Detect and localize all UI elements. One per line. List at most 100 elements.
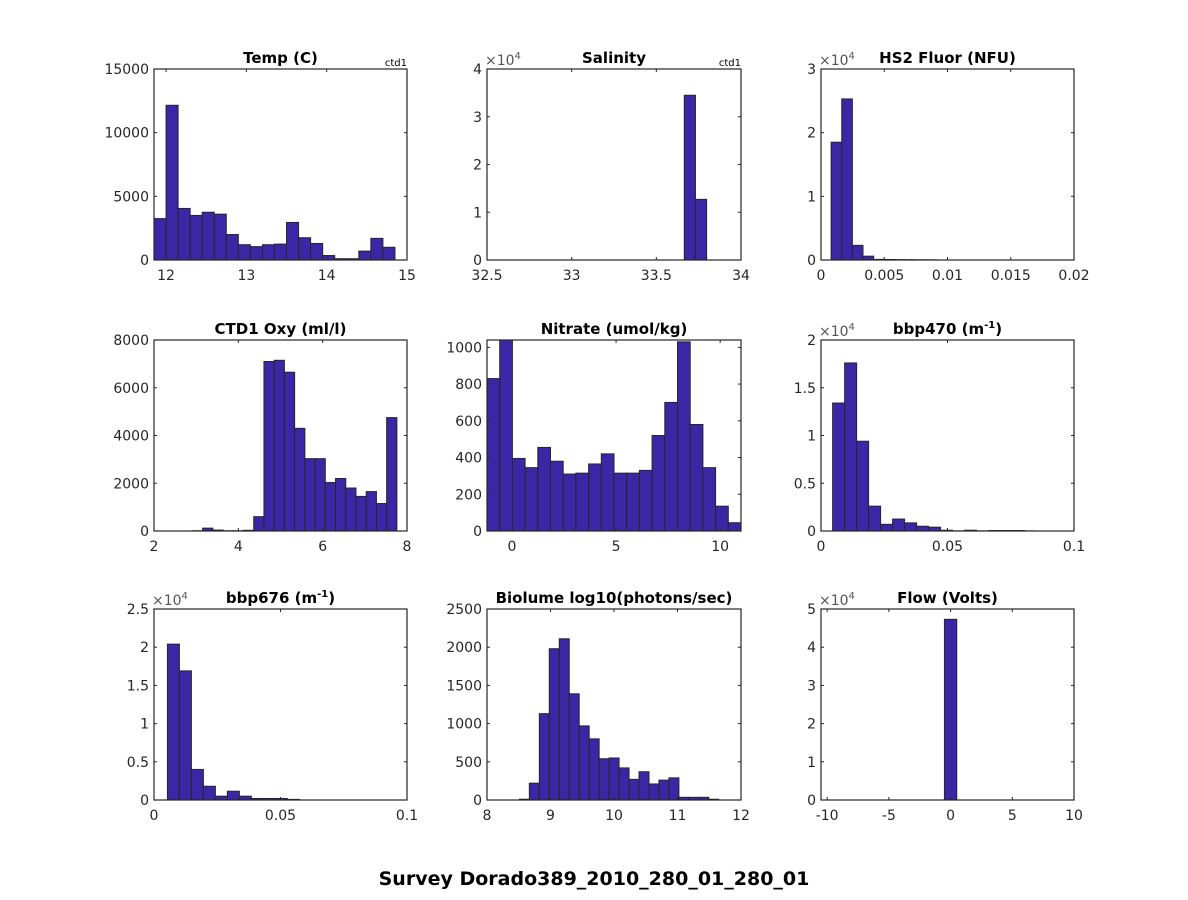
histogram-bar bbox=[702, 467, 717, 532]
corner-label: ctd1 bbox=[385, 58, 407, 69]
y-tick-label: 200 bbox=[455, 487, 482, 503]
histogram-bar bbox=[322, 255, 336, 261]
histogram-bar bbox=[600, 453, 615, 532]
x-tick-label: 9 bbox=[546, 808, 555, 824]
axis-multiplier-exponent: 4 bbox=[849, 591, 855, 602]
histogram-bar bbox=[658, 779, 670, 801]
y-tick-label: 1000 bbox=[446, 340, 482, 356]
x-tick-label: -10 bbox=[816, 808, 839, 824]
y-tick-label: 3 bbox=[807, 678, 816, 694]
histogram-bar bbox=[226, 790, 240, 801]
axis-multiplier: ×104 bbox=[485, 51, 521, 69]
x-tick-label: 33.5 bbox=[641, 268, 672, 284]
x-tick-label: 0 bbox=[508, 539, 517, 555]
y-tick-label: 1 bbox=[807, 755, 816, 771]
subplot-title-text: HS2 Fluor (NFU) bbox=[879, 49, 1016, 67]
histogram-bar bbox=[310, 242, 324, 261]
histogram-bar bbox=[830, 141, 843, 261]
axis-multiplier: ×104 bbox=[819, 322, 855, 340]
histogram-bar bbox=[648, 783, 660, 801]
axis-multiplier-exponent: 4 bbox=[849, 51, 855, 62]
x-tick-label: 0.01 bbox=[932, 268, 963, 284]
histogram-bar bbox=[165, 104, 179, 261]
histogram-bar bbox=[575, 472, 590, 532]
y-tick-label: 15000 bbox=[104, 62, 149, 78]
y-tick-label: 2 bbox=[807, 333, 816, 349]
histogram-bar bbox=[880, 523, 894, 532]
subplot-title: Flow (Volts) bbox=[897, 589, 998, 607]
histogram-bar bbox=[562, 473, 577, 532]
histogram-bar bbox=[550, 460, 564, 532]
x-tick-label: 32.5 bbox=[471, 268, 502, 284]
histogram-bar bbox=[588, 738, 600, 801]
histogram-bar bbox=[943, 618, 958, 801]
y-tick-label: 2.5 bbox=[127, 602, 149, 618]
x-tick-label: 0.1 bbox=[396, 808, 418, 824]
x-tick-label: 10 bbox=[711, 539, 729, 555]
y-tick-label: 2000 bbox=[446, 640, 482, 656]
histogram-bar bbox=[382, 246, 396, 261]
x-tick-label: 0.05 bbox=[932, 539, 963, 555]
histogram-bar bbox=[548, 648, 560, 801]
y-tick-label: 0 bbox=[140, 793, 149, 809]
subplot-title-superscript: -1 bbox=[984, 320, 995, 331]
subplot-title: bbp470 (m-1) bbox=[893, 320, 1002, 338]
x-tick-label: 8 bbox=[483, 808, 492, 824]
histogram-bar bbox=[283, 371, 296, 532]
x-tick-label: 14 bbox=[318, 268, 336, 284]
axes-frame bbox=[153, 68, 408, 261]
x-tick-label: 0 bbox=[946, 808, 955, 824]
y-tick-label: 600 bbox=[455, 414, 482, 430]
histogram-bar bbox=[694, 198, 708, 261]
subplot-title-text: Temp (C) bbox=[243, 49, 318, 67]
histogram-bar bbox=[608, 757, 620, 801]
histogram-bar bbox=[213, 213, 227, 261]
histogram-bar bbox=[511, 457, 526, 532]
histogram-bar bbox=[683, 94, 696, 261]
subplot-title-end: ) bbox=[328, 589, 335, 607]
histogram-bar bbox=[856, 440, 870, 532]
subplot-title-text: CTD1 Oxy (ml/l) bbox=[215, 320, 347, 338]
axis-multiplier-base: ×10 bbox=[152, 593, 182, 609]
histogram-bar bbox=[263, 360, 275, 532]
y-tick-label: 0 bbox=[473, 793, 482, 809]
histogram-bar bbox=[628, 778, 640, 801]
y-tick-label: 3 bbox=[473, 110, 482, 126]
histogram-bar bbox=[486, 378, 501, 532]
histogram-bar bbox=[253, 516, 265, 532]
histogram-bar bbox=[677, 341, 691, 532]
x-tick-label: 34 bbox=[732, 268, 750, 284]
x-tick-label: 0 bbox=[817, 539, 826, 555]
histogram-bar bbox=[294, 427, 306, 532]
histogram-bar bbox=[578, 725, 590, 801]
histogram-bar bbox=[892, 518, 906, 532]
x-tick-label: 0.02 bbox=[1058, 268, 1089, 284]
axis-multiplier: ×104 bbox=[819, 591, 855, 609]
histogram-bar bbox=[715, 505, 729, 532]
y-tick-label: 6000 bbox=[113, 381, 149, 397]
y-tick-label: 0.5 bbox=[127, 755, 149, 771]
corner-label: ctd1 bbox=[719, 58, 741, 69]
histogram-bar bbox=[237, 244, 251, 261]
y-tick-label: 0 bbox=[140, 253, 149, 269]
histogram-bar bbox=[345, 487, 357, 532]
y-tick-label: 3 bbox=[807, 62, 816, 78]
histogram-bar bbox=[638, 469, 653, 532]
histogram-bar bbox=[386, 417, 398, 532]
y-tick-label: 2 bbox=[807, 126, 816, 142]
axis-multiplier-base: ×10 bbox=[819, 324, 849, 340]
histogram-bar bbox=[499, 339, 513, 532]
subplot-title-text: Nitrate (umol/kg) bbox=[541, 320, 688, 338]
y-tick-label: 0 bbox=[140, 524, 149, 540]
y-tick-label: 2500 bbox=[446, 602, 482, 618]
histogram-bar bbox=[613, 472, 628, 532]
y-tick-label: 4 bbox=[473, 62, 482, 78]
axis-multiplier: ×104 bbox=[152, 591, 188, 609]
y-tick-label: 4000 bbox=[113, 429, 149, 445]
subplot-title: CTD1 Oxy (ml/l) bbox=[215, 320, 347, 338]
histogram-bar bbox=[664, 401, 678, 532]
subplot: 0 0.05 0.1 0 0.5 1 1.5 2 2.5 bbp676 (m-1) ×104 bbox=[127, 589, 418, 824]
subplot-title-text: bbp676 (m bbox=[226, 589, 317, 607]
